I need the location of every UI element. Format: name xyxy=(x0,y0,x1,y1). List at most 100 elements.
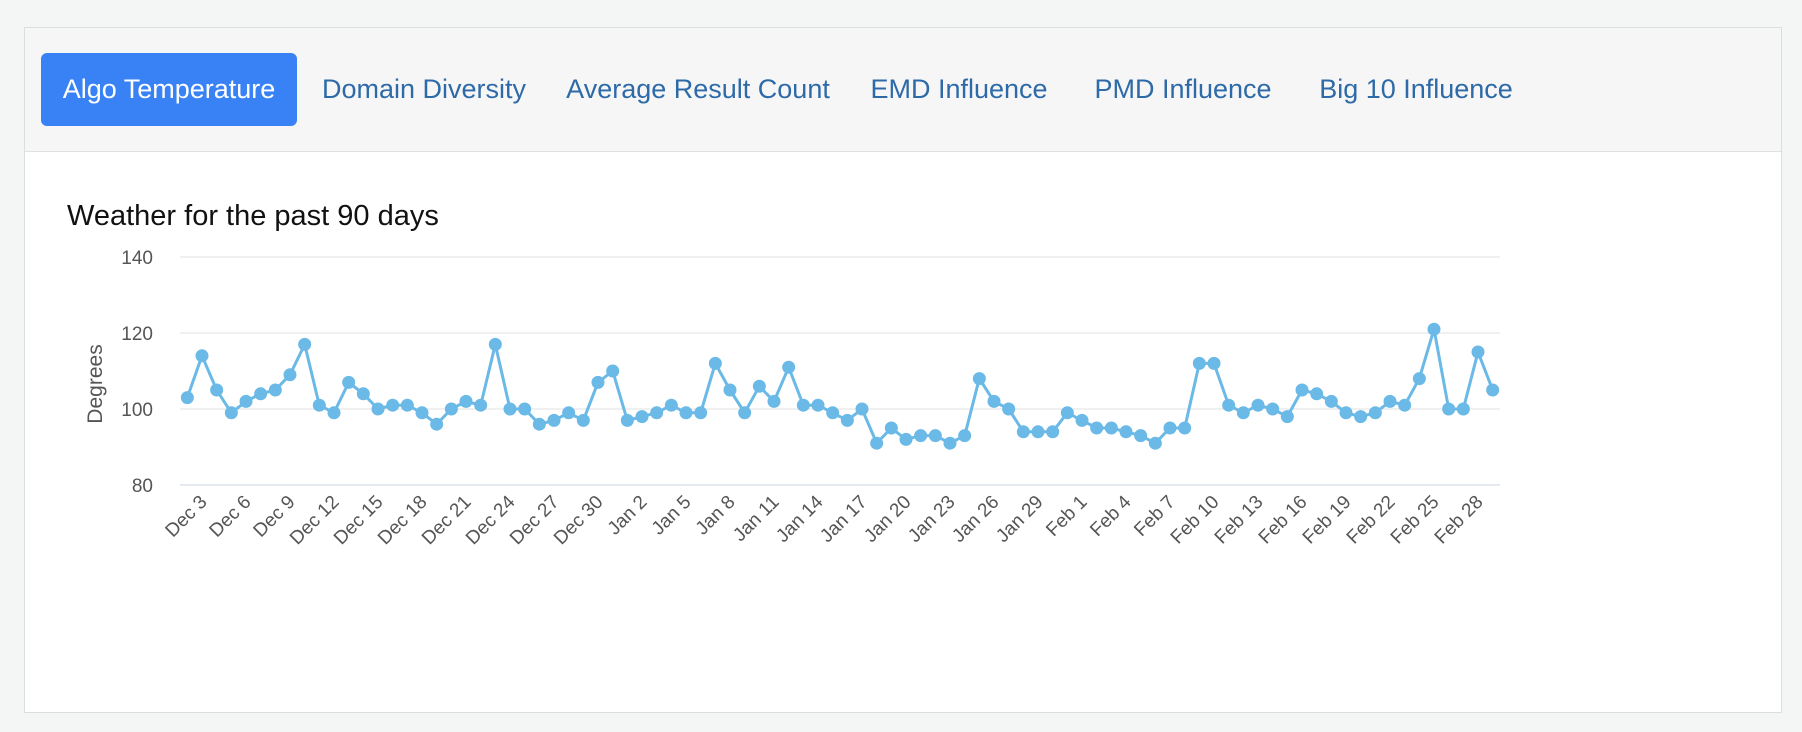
data-point[interactable] xyxy=(1060,406,1074,420)
x-tick-label: Jan 11 xyxy=(729,492,783,546)
data-point[interactable] xyxy=(928,429,942,443)
data-point[interactable] xyxy=(1339,406,1353,420)
data-point[interactable] xyxy=(1207,356,1221,370)
data-point[interactable] xyxy=(1471,345,1485,359)
data-point[interactable] xyxy=(1412,372,1426,386)
data-point[interactable] xyxy=(298,337,312,351)
data-point[interactable] xyxy=(1222,398,1236,412)
data-point[interactable] xyxy=(576,413,590,427)
y-tick-label: 100 xyxy=(121,400,153,421)
data-point[interactable] xyxy=(1002,402,1016,416)
tab-algo-temperature[interactable]: Algo Temperature xyxy=(41,53,297,126)
data-point[interactable] xyxy=(562,406,576,420)
data-point[interactable] xyxy=(1456,402,1470,416)
data-point[interactable] xyxy=(1266,402,1280,416)
data-point[interactable] xyxy=(1442,402,1456,416)
data-point[interactable] xyxy=(371,402,385,416)
data-point[interactable] xyxy=(972,372,986,386)
data-point[interactable] xyxy=(1090,421,1104,435)
data-point[interactable] xyxy=(899,432,913,446)
data-point[interactable] xyxy=(752,379,766,393)
data-point[interactable] xyxy=(400,398,414,412)
data-point[interactable] xyxy=(444,402,458,416)
data-point[interactable] xyxy=(268,383,282,397)
data-point[interactable] xyxy=(1324,394,1338,408)
data-point[interactable] xyxy=(312,398,326,412)
x-tick-label: Dec 21 xyxy=(418,492,475,549)
data-point[interactable] xyxy=(518,402,532,416)
x-tick-label: Jan 5 xyxy=(648,492,696,540)
data-point[interactable] xyxy=(1104,421,1118,435)
data-point[interactable] xyxy=(1192,356,1206,370)
data-point[interactable] xyxy=(694,406,708,420)
data-point[interactable] xyxy=(1163,421,1177,435)
data-point[interactable] xyxy=(1486,383,1500,397)
data-point[interactable] xyxy=(283,368,297,382)
data-point[interactable] xyxy=(1251,398,1265,412)
data-point[interactable] xyxy=(1031,425,1045,439)
data-point[interactable] xyxy=(1295,383,1309,397)
data-point[interactable] xyxy=(958,429,972,443)
data-point[interactable] xyxy=(635,410,649,424)
data-point[interactable] xyxy=(180,391,194,405)
data-point[interactable] xyxy=(210,383,224,397)
data-point[interactable] xyxy=(884,421,898,435)
data-point[interactable] xyxy=(679,406,693,420)
data-point[interactable] xyxy=(1368,406,1382,420)
data-point[interactable] xyxy=(1134,429,1148,443)
data-point[interactable] xyxy=(415,406,429,420)
data-point[interactable] xyxy=(474,398,488,412)
data-point[interactable] xyxy=(782,360,796,374)
data-point[interactable] xyxy=(855,402,869,416)
data-point[interactable] xyxy=(811,398,825,412)
data-point[interactable] xyxy=(1075,413,1089,427)
data-point[interactable] xyxy=(767,394,781,408)
data-point[interactable] xyxy=(708,356,722,370)
data-point[interactable] xyxy=(356,387,370,401)
data-point[interactable] xyxy=(459,394,473,408)
data-point[interactable] xyxy=(943,436,957,450)
data-point[interactable] xyxy=(1398,398,1412,412)
data-point[interactable] xyxy=(606,364,620,378)
data-point[interactable] xyxy=(1016,425,1030,439)
data-point[interactable] xyxy=(1354,410,1368,424)
data-point[interactable] xyxy=(1119,425,1133,439)
data-point[interactable] xyxy=(987,394,1001,408)
data-point[interactable] xyxy=(532,417,546,431)
tab-average-result-count[interactable]: Average Result Count xyxy=(566,74,830,104)
data-point[interactable] xyxy=(430,417,444,431)
data-point[interactable] xyxy=(1310,387,1324,401)
data-point[interactable] xyxy=(870,436,884,450)
data-point[interactable] xyxy=(796,398,810,412)
data-point[interactable] xyxy=(591,375,605,389)
data-point[interactable] xyxy=(650,406,664,420)
tab-emd-influence[interactable]: EMD Influence xyxy=(870,74,1048,104)
data-point[interactable] xyxy=(342,375,356,389)
data-point[interactable] xyxy=(620,413,634,427)
data-point[interactable] xyxy=(254,387,268,401)
data-point[interactable] xyxy=(488,337,502,351)
data-point[interactable] xyxy=(224,406,238,420)
tab-pmd-influence[interactable]: PMD Influence xyxy=(1094,74,1272,104)
data-point[interactable] xyxy=(547,413,561,427)
data-point[interactable] xyxy=(327,406,341,420)
data-point[interactable] xyxy=(1280,410,1294,424)
data-point[interactable] xyxy=(1383,394,1397,408)
data-point[interactable] xyxy=(1427,322,1441,336)
data-point[interactable] xyxy=(738,406,752,420)
data-point[interactable] xyxy=(1236,406,1250,420)
data-point[interactable] xyxy=(723,383,737,397)
data-point[interactable] xyxy=(1148,436,1162,450)
data-point[interactable] xyxy=(664,398,678,412)
data-point[interactable] xyxy=(503,402,517,416)
data-point[interactable] xyxy=(239,394,253,408)
data-point[interactable] xyxy=(195,349,209,363)
data-point[interactable] xyxy=(826,406,840,420)
data-point[interactable] xyxy=(1178,421,1192,435)
tab-domain-diversity[interactable]: Domain Diversity xyxy=(321,74,527,104)
tab-big-10-influence[interactable]: Big 10 Influence xyxy=(1319,74,1513,104)
data-point[interactable] xyxy=(914,429,928,443)
data-point[interactable] xyxy=(840,413,854,427)
data-point[interactable] xyxy=(1046,425,1060,439)
data-point[interactable] xyxy=(386,398,400,412)
